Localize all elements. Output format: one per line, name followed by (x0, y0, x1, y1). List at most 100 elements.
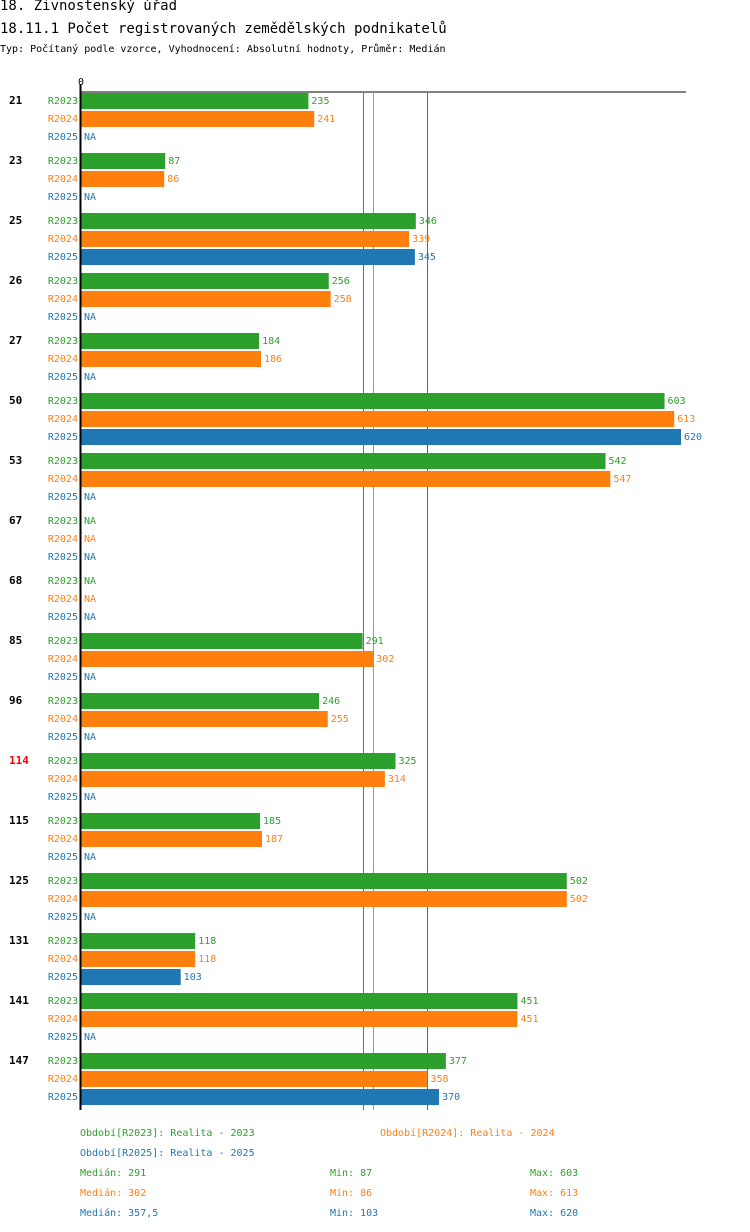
data-label: 86 (167, 174, 179, 185)
series-label: R2023 (48, 516, 78, 527)
bar-r2023-23 (81, 153, 166, 169)
category-label: 21 (9, 94, 23, 107)
category-label: 25 (9, 214, 22, 227)
na-label: NA (84, 576, 96, 587)
data-label: 256 (332, 276, 350, 287)
series-label: R2023 (48, 876, 78, 887)
bar-r2024-147 (81, 1071, 428, 1087)
series-label: R2024 (48, 234, 78, 245)
na-label: NA (84, 534, 96, 545)
series-label: R2025 (48, 1092, 78, 1103)
data-label: 603 (668, 396, 686, 407)
series-label: R2025 (48, 492, 78, 503)
data-label: 542 (609, 456, 627, 467)
series-label: R2025 (48, 132, 78, 143)
data-label: 502 (570, 894, 588, 905)
data-label: 235 (311, 96, 329, 107)
data-label: 451 (520, 996, 538, 1007)
bar-r2024-85 (81, 651, 374, 667)
series-label: R2025 (48, 372, 78, 383)
series-label: R2023 (48, 576, 78, 587)
na-label: NA (84, 372, 96, 383)
data-label: 370 (442, 1092, 460, 1103)
series-label: R2023 (48, 276, 78, 287)
data-label: 302 (376, 654, 394, 665)
series-label: R2023 (48, 216, 78, 227)
bar-r2024-125 (81, 891, 567, 907)
legend-r2024: Období[R2024]: Realita - 2024 (380, 1128, 555, 1139)
bar-r2024-21 (81, 111, 315, 127)
series-label: R2024 (48, 1014, 78, 1025)
data-label: 258 (334, 294, 352, 305)
stat-min-r2023: Min: 87 (330, 1168, 373, 1179)
category-label: 68 (9, 574, 22, 587)
series-label: R2024 (48, 174, 78, 185)
series-label: R2023 (48, 936, 78, 947)
bar-r2025-25 (81, 249, 415, 265)
bar-r2025-50 (81, 429, 681, 445)
bar-r2024-50 (81, 411, 675, 427)
category-label: 96 (9, 694, 23, 707)
series-label: R2024 (48, 474, 78, 485)
series-label: R2025 (48, 1032, 78, 1043)
series-label: R2023 (48, 456, 78, 467)
data-label: 339 (412, 234, 430, 245)
series-label: R2024 (48, 294, 78, 305)
series-label: R2024 (48, 534, 78, 545)
stat-min-r2024: Min: 86 (330, 1188, 373, 1199)
na-label: NA (84, 312, 96, 323)
series-label: R2025 (48, 792, 78, 803)
series-label: R2025 (48, 552, 78, 563)
bar-r2024-115 (81, 831, 262, 847)
bar-r2023-25 (81, 213, 416, 229)
series-label: R2024 (48, 594, 78, 605)
na-label: NA (84, 132, 96, 143)
bar-r2025-147 (81, 1089, 440, 1105)
category-label: 141 (9, 994, 29, 1007)
data-label: 185 (263, 816, 281, 827)
data-label: 118 (198, 936, 216, 947)
legend-r2023: Období[R2023]: Realita - 2023 (80, 1128, 255, 1139)
category-label: 53 (9, 454, 22, 467)
bar-r2024-131 (81, 951, 196, 967)
data-label: 345 (418, 252, 436, 263)
data-label: 118 (198, 954, 216, 965)
bar-r2023-141 (81, 993, 518, 1009)
stat-min-r2025: Min: 103 (330, 1208, 379, 1219)
data-label: 241 (317, 114, 335, 125)
bar-r2023-147 (81, 1053, 446, 1069)
stat-median-r2025: Medián: 357,5 (80, 1208, 159, 1219)
series-label: R2023 (48, 636, 78, 647)
bar-r2023-27 (81, 333, 260, 349)
data-label: 451 (520, 1014, 538, 1025)
x-axis-zero-label: 0 (78, 77, 84, 88)
series-label: R2023 (48, 336, 78, 347)
na-label: NA (84, 912, 96, 923)
data-label: 314 (388, 774, 406, 785)
data-label: 502 (570, 876, 588, 887)
category-label: 50 (9, 394, 22, 407)
series-label: R2025 (48, 252, 78, 263)
category-label: 115 (9, 814, 29, 827)
legend-r2025: Období[R2025]: Realita - 2025 (80, 1148, 255, 1159)
data-label: 547 (613, 474, 631, 485)
series-label: R2023 (48, 816, 78, 827)
category-label: 125 (9, 874, 29, 887)
na-label: NA (84, 516, 96, 527)
data-label: 325 (399, 756, 417, 767)
data-label: 358 (430, 1074, 448, 1085)
data-label: 246 (322, 696, 340, 707)
series-label: R2023 (48, 756, 78, 767)
data-label: 103 (184, 972, 202, 983)
data-label: 377 (449, 1056, 467, 1067)
bar-r2024-25 (81, 231, 410, 247)
series-label: R2024 (48, 834, 78, 845)
series-label: R2024 (48, 774, 78, 785)
bar-r2024-114 (81, 771, 385, 787)
series-label: R2024 (48, 894, 78, 905)
series-label: R2024 (48, 654, 78, 665)
series-label: R2023 (48, 156, 78, 167)
series-label: R2024 (48, 414, 78, 425)
na-label: NA (84, 492, 96, 503)
